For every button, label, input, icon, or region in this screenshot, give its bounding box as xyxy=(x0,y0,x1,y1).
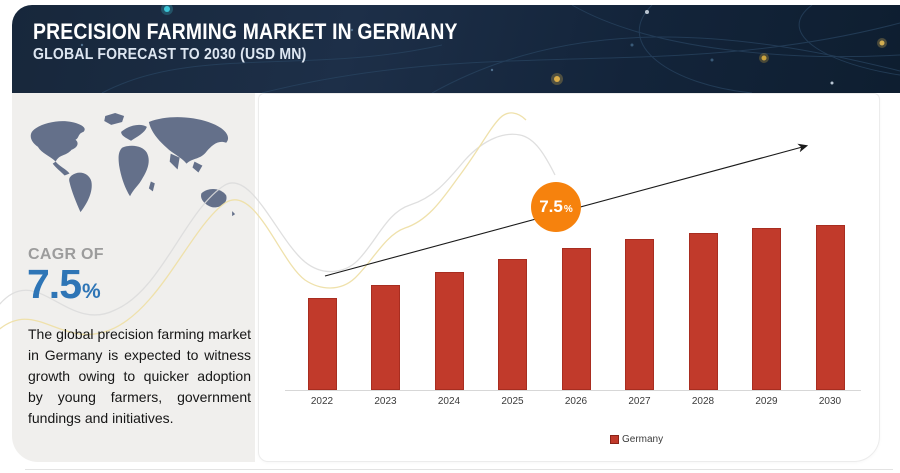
bar-2025 xyxy=(498,259,527,390)
bar-2023 xyxy=(371,285,400,390)
market-description: The global precision farming market in G… xyxy=(28,326,251,426)
x-axis-label-2030: 2030 xyxy=(818,396,842,407)
bar-2022 xyxy=(307,298,337,390)
cagr-number: 7.5 xyxy=(27,261,82,307)
cagr-badge-text: 7.5 % xyxy=(539,197,573,217)
x-axis-label-2022: 2022 xyxy=(310,396,334,407)
legend-germany-swatch-icon xyxy=(610,435,619,444)
bar-2024 xyxy=(434,272,464,390)
cagr-badge-percent-sign: % xyxy=(563,204,573,215)
x-axis-label-2023: 2023 xyxy=(374,396,397,407)
bar-2026 xyxy=(561,248,591,390)
x-axis-label-2027: 2027 xyxy=(628,396,651,407)
header-text-block: PRECISION FARMING MARKET IN GERMANY GLOB… xyxy=(33,20,458,64)
cagr-badge-value: 7.5 xyxy=(539,197,563,216)
bottom-divider-line xyxy=(25,469,893,470)
cagr-value: 7.5 % xyxy=(27,261,101,308)
cagr-percent-sign: % xyxy=(82,280,101,303)
bar-2028 xyxy=(688,233,718,390)
legend-germany-label: Germany xyxy=(622,434,664,445)
x-axis-label-2026: 2026 xyxy=(564,396,588,407)
cagr-badge: 7.5 % xyxy=(531,182,581,232)
bar-chart: 2022 2023 2024 2025 2026 2027 2028 2029 2030 7.5… xyxy=(259,94,879,462)
page-title: PRECISION FARMING MARKET IN GERMANY xyxy=(33,19,458,44)
cagr-label: CAGR OF xyxy=(28,246,104,263)
network-pattern-decoration xyxy=(80,5,900,93)
sidebar-text-layer: CAGR OF 7.5 % The global precision farmi… xyxy=(12,93,255,462)
chart-legend: Germany xyxy=(610,434,664,445)
bar-2029 xyxy=(752,228,781,390)
x-axis-label-2029: 2029 xyxy=(755,396,778,407)
header-banner: PRECISION FARMING MARKET IN GERMANY GLOB… xyxy=(12,5,900,93)
bar-2030 xyxy=(815,225,845,390)
x-axis-label-2024: 2024 xyxy=(437,396,461,407)
x-axis-label-2025: 2025 xyxy=(501,396,524,407)
bar-2027 xyxy=(625,239,654,390)
x-axis-line xyxy=(285,390,861,391)
x-axis-label-2028: 2028 xyxy=(691,396,715,407)
page-subtitle: GLOBAL FORECAST TO 2030 (USD MN) xyxy=(33,46,307,63)
